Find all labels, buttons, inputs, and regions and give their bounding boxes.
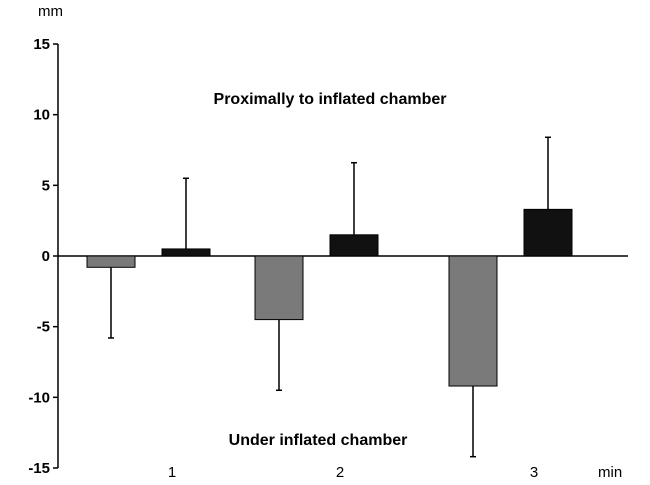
y-axis: 15 10 5 0 -5 -10 -15 bbox=[28, 36, 59, 477]
bar-series1-cat1 bbox=[86, 255, 136, 268]
category-labels: 1 2 3 bbox=[168, 464, 538, 481]
annotation-upper: Proximally to inflated chamber bbox=[214, 91, 447, 108]
bar-series2-cat2 bbox=[329, 234, 379, 257]
y-tick-label: 5 bbox=[42, 177, 50, 194]
category-label-3: 3 bbox=[530, 464, 538, 481]
bar-series2-cat1 bbox=[161, 248, 211, 257]
category-label-2: 2 bbox=[336, 464, 344, 481]
bar-series2-cat3 bbox=[523, 208, 573, 257]
y-tick-label: 10 bbox=[33, 107, 50, 124]
bar-series1-cat2 bbox=[254, 255, 304, 321]
y-tick-label: -10 bbox=[28, 389, 50, 406]
y-tick-label: -15 bbox=[28, 460, 50, 477]
y-tick-label: -5 bbox=[37, 319, 50, 336]
x-axis-unit-label: min bbox=[598, 464, 622, 481]
y-tick-label: 15 bbox=[33, 36, 50, 53]
y-axis-unit-label: mm bbox=[38, 3, 63, 20]
annotation-lower: Under inflated chamber bbox=[229, 432, 408, 449]
category-label-1: 1 bbox=[168, 464, 176, 481]
bars bbox=[86, 136, 573, 458]
y-ticks: 15 10 5 0 -5 -10 -15 bbox=[28, 36, 58, 477]
bar-series1-cat3 bbox=[448, 255, 498, 387]
y-tick-label: 0 bbox=[42, 248, 50, 265]
